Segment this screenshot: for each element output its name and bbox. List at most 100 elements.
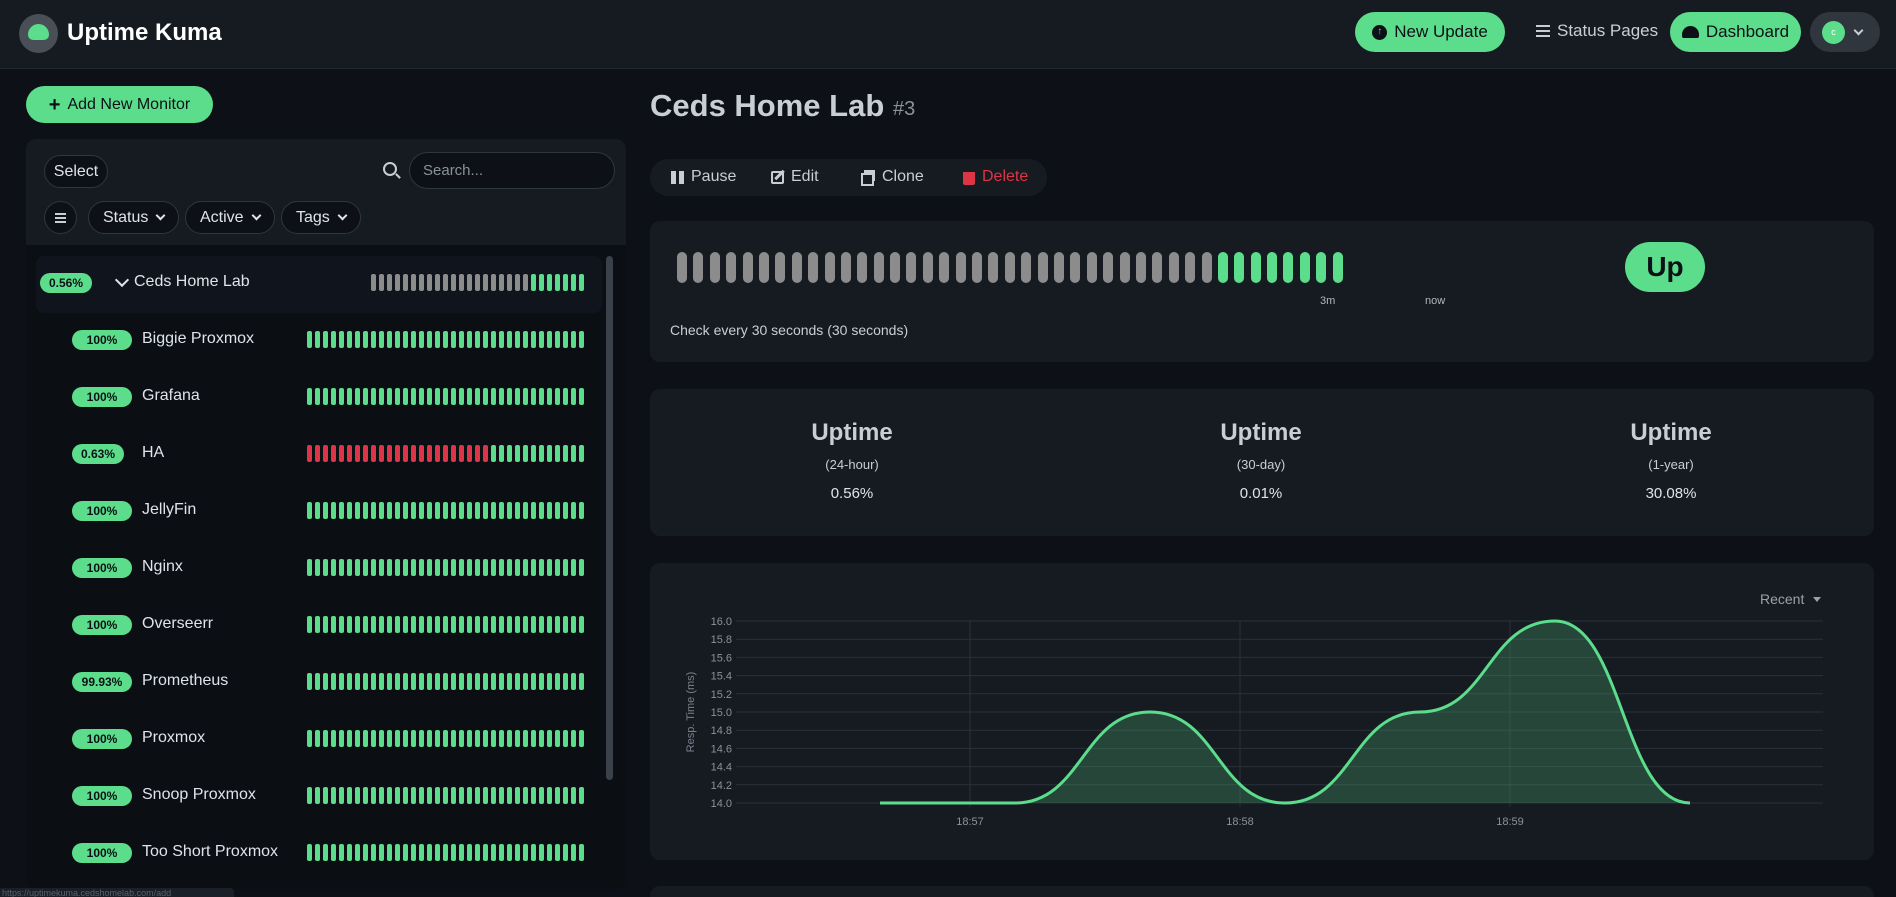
uptime-badge: 99.93%	[72, 672, 132, 692]
page-title: Ceds Home Lab	[650, 88, 885, 123]
uptime-heading: Uptime	[811, 419, 893, 446]
heartbeat-beat	[1152, 252, 1163, 283]
heartbeat-beat	[347, 787, 352, 804]
heartbeat-beat	[515, 787, 520, 804]
heartbeat-beat	[387, 844, 392, 861]
heartbeat-beat	[403, 616, 408, 633]
profile-dropdown[interactable]: c	[1810, 12, 1880, 52]
clone-label: Clone	[882, 168, 924, 185]
heartbeat-beat	[435, 559, 440, 576]
heartbeat-beat	[515, 502, 520, 519]
heartbeat-beat	[1053, 252, 1064, 283]
monitor-row[interactable]: 99.93% Prometheus	[36, 655, 602, 712]
heartbeat-beat	[427, 388, 432, 405]
heartbeat-beat	[491, 673, 496, 690]
heartbeat-beat	[363, 616, 368, 633]
heartbeat-beat	[443, 787, 448, 804]
heartbeat-beat	[547, 274, 552, 291]
filter-menu-button[interactable]	[44, 201, 77, 234]
heartbeat-beat	[483, 730, 488, 747]
uptime-kuma-logo[interactable]	[19, 14, 58, 53]
new-update-label: New Update	[1394, 22, 1488, 41]
add-new-monitor-button[interactable]: + Add New Monitor	[26, 86, 213, 123]
heartbeat-beat	[483, 673, 488, 690]
caret-down-icon	[1813, 596, 1822, 602]
delete-button[interactable]: Delete	[961, 168, 1028, 186]
heartbeat-beat	[355, 787, 360, 804]
heartbeat-beat	[371, 730, 376, 747]
heartbeat-beat	[579, 388, 584, 405]
plus-icon: +	[48, 93, 61, 116]
heartbeat-label-3m: 3m	[1320, 295, 1336, 307]
heartbeat-beat	[403, 730, 408, 747]
heartbeat-beat	[403, 502, 408, 519]
heartbeat-beat	[499, 616, 504, 633]
new-update-button[interactable]: ↑ New Update	[1355, 12, 1505, 52]
monitor-row[interactable]: 100% JellyFin	[36, 484, 602, 541]
heartbeat-beat	[467, 787, 472, 804]
response-time-chart: 14.0 14.2 14.4 14.6 14.8 15.0 15.2 15.4 15.6 15.8…	[685, 616, 1823, 828]
heartbeat-beat	[403, 331, 408, 348]
heartbeat-beat	[371, 274, 376, 291]
heartbeat-beat	[515, 331, 520, 348]
status-filter[interactable]: Status	[88, 201, 180, 234]
pause-button[interactable]: Pause	[671, 168, 736, 186]
heartbeat-mini-bar	[307, 502, 584, 519]
heartbeat-beat	[363, 445, 368, 462]
heartbeat-beat	[323, 559, 328, 576]
dashboard-button[interactable]: Dashboard	[1670, 12, 1801, 52]
edit-button[interactable]: Edit	[771, 168, 819, 186]
select-button[interactable]: Select	[44, 155, 108, 188]
heartbeat-beat	[499, 388, 504, 405]
chevron-down-icon[interactable]	[114, 272, 130, 288]
avatar: c	[1822, 20, 1845, 44]
heartbeat-beat	[547, 559, 552, 576]
clone-button[interactable]: Clone	[861, 168, 924, 186]
heartbeat-beat	[507, 844, 512, 861]
heartbeat-beat	[387, 559, 392, 576]
heartbeat-beat	[499, 445, 504, 462]
monitor-row[interactable]: 100% Too Short Proxmox	[36, 826, 602, 883]
heartbeat-beat	[491, 616, 496, 633]
heartbeat-beat	[395, 844, 400, 861]
heartbeat-beat	[507, 331, 512, 348]
heartbeat-beat	[443, 502, 448, 519]
monitor-row[interactable]: 100% Biggie Proxmox	[36, 313, 602, 370]
uptime-heading: Uptime	[1220, 419, 1302, 446]
active-filter[interactable]: Active	[185, 201, 275, 234]
heartbeat-beat	[523, 274, 528, 291]
scrollbar[interactable]	[606, 256, 613, 780]
heartbeat-beat	[579, 616, 584, 633]
search-input[interactable]	[409, 152, 615, 189]
status-pages-link[interactable]: Status Pages	[1536, 21, 1658, 41]
tags-filter[interactable]: Tags	[281, 201, 361, 234]
heartbeat-beat	[555, 844, 560, 861]
heartbeat-beat	[403, 559, 408, 576]
heartbeat-beat	[547, 616, 552, 633]
search-icon	[383, 162, 397, 176]
monitor-row[interactable]: 100% Nginx	[36, 541, 602, 598]
monitor-row[interactable]: 100% Overseerr	[36, 598, 602, 655]
heartbeat-beat	[531, 787, 536, 804]
heartbeat-beat	[347, 673, 352, 690]
heartbeat-beat	[483, 844, 488, 861]
heartbeat-beat	[443, 274, 448, 291]
heartbeat-beat	[411, 844, 416, 861]
monitor-row[interactable]: 100% Snoop Proxmox	[36, 769, 602, 826]
heartbeat-beat	[563, 274, 568, 291]
heartbeat-beat	[491, 331, 496, 348]
heartbeat-beat	[1070, 252, 1081, 283]
heartbeat-beat	[547, 502, 552, 519]
heartbeat-beat	[791, 252, 802, 283]
heartbeat-beat	[387, 331, 392, 348]
range-dropdown[interactable]: Recent	[1760, 591, 1822, 607]
monitor-row[interactable]: 0.63% HA	[36, 427, 602, 484]
next-card	[650, 886, 1874, 897]
monitor-id: #3	[893, 98, 916, 120]
monitor-row[interactable]: 100% Proxmox	[36, 712, 602, 769]
monitor-row[interactable]: 100% Grafana	[36, 370, 602, 427]
heartbeat-beat	[331, 673, 336, 690]
heartbeat-beat	[347, 331, 352, 348]
monitor-group-row[interactable]: 0.56% Ceds Home Lab	[36, 256, 602, 313]
brand-title[interactable]: Uptime Kuma	[67, 19, 222, 46]
